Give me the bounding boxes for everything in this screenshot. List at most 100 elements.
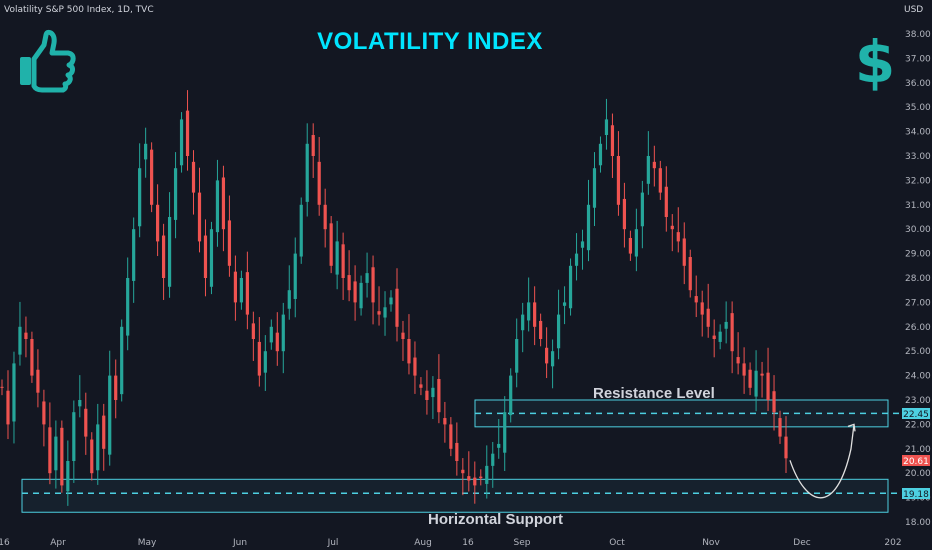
candle-body — [598, 143, 603, 166]
candle-body — [72, 412, 76, 461]
candle-body — [742, 363, 746, 376]
candle-body — [287, 290, 291, 309]
x-tick-label: Aug — [414, 538, 432, 548]
candle-body — [114, 375, 118, 400]
candle-body — [730, 313, 734, 352]
candle-body — [628, 237, 632, 254]
candle-body — [299, 204, 303, 257]
candle-body — [413, 357, 417, 376]
candle-body — [371, 267, 375, 303]
candle-body — [138, 168, 142, 227]
last-price-badge — [902, 455, 930, 466]
support-price-text: 19.18 — [903, 490, 929, 500]
y-tick-label: 26.00 — [905, 323, 931, 333]
candle-body — [54, 436, 58, 471]
candle-body — [293, 253, 297, 299]
candle-body — [305, 143, 309, 202]
candle-body — [586, 204, 591, 251]
candle-body — [323, 204, 327, 230]
x-tick-label: Sep — [514, 538, 531, 548]
currency-label: USD — [904, 5, 924, 15]
candle-body — [592, 168, 597, 208]
candle-body — [485, 465, 489, 484]
y-tick-label: 28.00 — [905, 274, 931, 284]
candle-body — [353, 281, 357, 303]
candle-body — [197, 192, 202, 242]
candle-body — [467, 476, 471, 481]
x-tick-label: Jul — [327, 538, 339, 548]
axes-layer: 18.0019.0020.0021.0022.0023.0024.0025.00… — [0, 30, 931, 548]
x-tick-label: 16 — [462, 538, 474, 548]
candle-body — [473, 477, 477, 486]
candle-body — [126, 278, 130, 336]
candle-body — [491, 453, 495, 466]
candle-body — [132, 229, 136, 281]
candle-body — [185, 110, 190, 156]
candle-body — [682, 238, 686, 266]
last-price-text: 20.61 — [903, 457, 929, 467]
candle-body — [700, 302, 704, 315]
y-tick-label: 27.00 — [905, 298, 931, 308]
x-tick-label: Oct — [609, 538, 625, 548]
candle-body — [24, 332, 28, 339]
zones-layer — [21, 399, 900, 513]
candle-body — [688, 257, 692, 291]
candle-body — [257, 341, 261, 376]
candle-body — [6, 390, 10, 425]
candle-body — [215, 180, 220, 233]
y-tick-label: 38.00 — [905, 30, 931, 40]
candle-body — [694, 296, 698, 303]
x-tick-label: Nov — [702, 538, 720, 548]
candle-body — [533, 302, 537, 327]
y-tick-label: 35.00 — [905, 103, 931, 113]
candle-body — [144, 143, 148, 160]
candle-body — [347, 275, 351, 291]
candle-body — [419, 384, 423, 388]
candle-body — [221, 177, 226, 230]
candle-body — [167, 217, 172, 287]
candle-body — [48, 427, 52, 474]
candle-body — [545, 347, 549, 364]
y-tick-label: 37.00 — [905, 54, 931, 64]
candle-body — [509, 375, 513, 416]
candle-body — [365, 273, 369, 283]
candle-body — [754, 370, 758, 397]
y-tick-label: 29.00 — [905, 250, 931, 260]
y-tick-label: 33.00 — [905, 152, 931, 162]
candle-body — [652, 161, 656, 169]
candle-body — [646, 156, 650, 184]
y-tick-label: 20.00 — [905, 469, 931, 479]
candle-body — [245, 272, 249, 315]
candle-body — [527, 302, 531, 321]
candle-body — [377, 311, 381, 315]
candle-body — [173, 168, 178, 220]
icons-layer: $ — [20, 28, 895, 96]
candle-body — [443, 418, 447, 425]
candle-body — [161, 235, 166, 278]
x-tick-label: May — [138, 538, 157, 548]
candle-body — [96, 424, 100, 471]
candle-body — [156, 204, 160, 242]
x-tick-label: 202 — [884, 538, 901, 548]
candle-body — [251, 323, 255, 339]
candle-body — [30, 339, 34, 376]
projection-layer — [789, 423, 856, 499]
candle-body — [634, 229, 638, 257]
candle-body — [12, 363, 16, 422]
candle-body — [102, 415, 106, 449]
candle-body — [550, 351, 555, 367]
candle-body — [712, 335, 716, 339]
chart-title: VOLATILITY INDEX — [317, 28, 543, 55]
candle-body — [610, 125, 615, 156]
candle-body — [90, 439, 94, 474]
candle-body — [431, 387, 435, 398]
candle-body — [425, 390, 429, 400]
candle-body — [401, 332, 405, 339]
candle-body — [66, 461, 70, 492]
candle-body — [521, 314, 525, 331]
candle-body — [275, 332, 279, 352]
candle-body — [766, 372, 770, 400]
candle-body — [78, 400, 82, 407]
candle-body — [724, 321, 728, 329]
x-tick-label: Apr — [50, 538, 66, 548]
